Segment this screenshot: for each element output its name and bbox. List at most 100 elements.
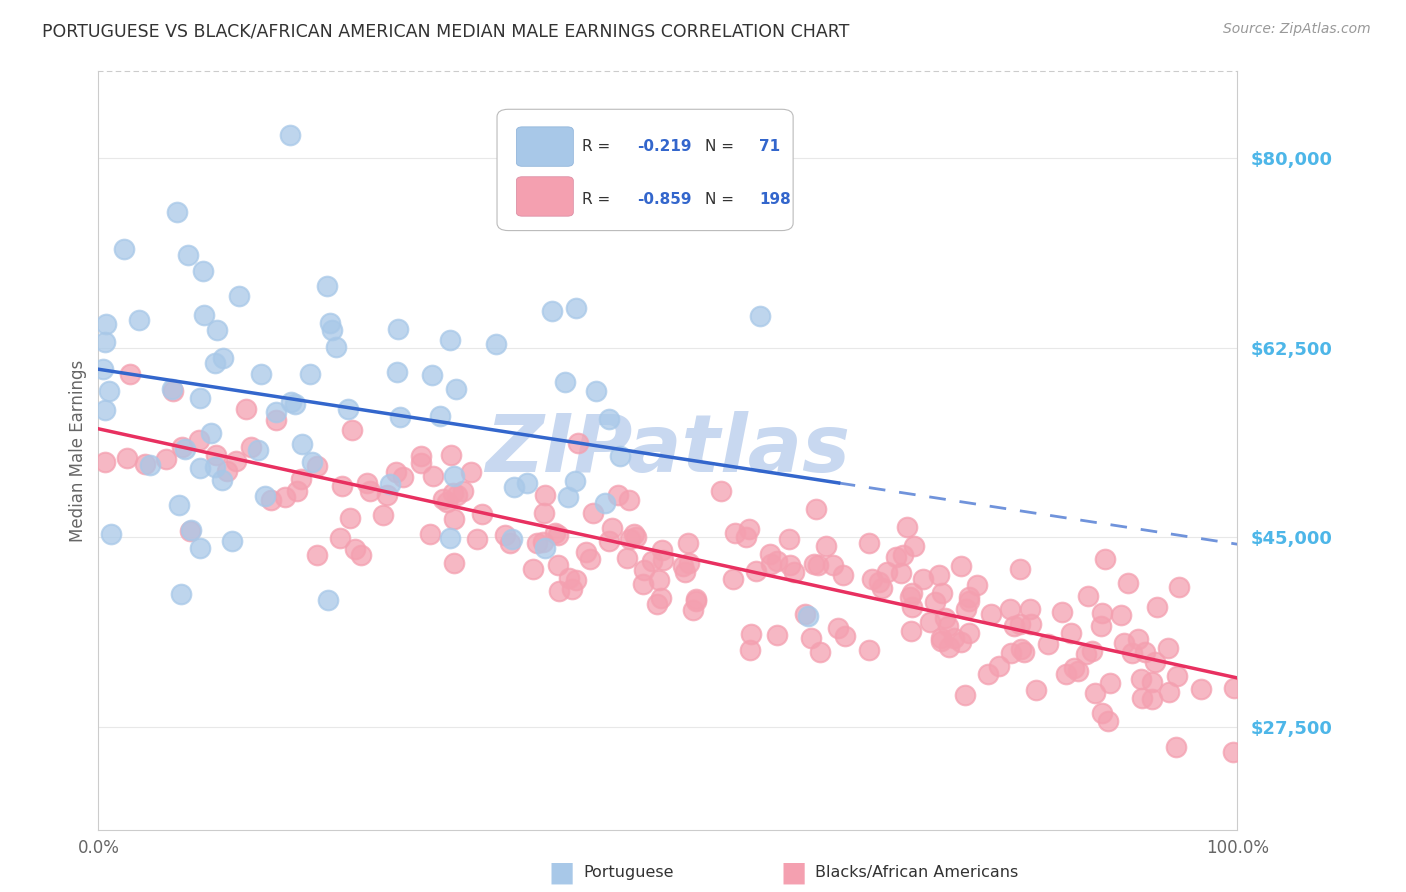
Point	[115, 451, 138, 466]
Point	[547, 528, 569, 542]
Point	[342, 423, 364, 437]
Point	[957, 626, 980, 640]
Point	[749, 310, 772, 324]
Point	[204, 356, 226, 370]
Point	[389, 409, 412, 424]
Point	[534, 541, 557, 555]
Point	[411, 450, 433, 464]
Point	[901, 585, 924, 599]
Point	[177, 248, 200, 262]
Point	[211, 351, 233, 365]
Point	[1094, 551, 1116, 566]
Point	[441, 485, 464, 500]
Point	[624, 530, 647, 544]
Point	[876, 565, 898, 579]
Point	[439, 449, 461, 463]
Point	[471, 507, 494, 521]
Point	[170, 587, 193, 601]
Point	[567, 436, 589, 450]
Point	[260, 492, 283, 507]
Point	[307, 548, 329, 562]
Point	[344, 541, 367, 556]
Point	[815, 539, 838, 553]
Point	[652, 553, 675, 567]
Point	[988, 659, 1011, 673]
Text: Portuguese: Portuguese	[583, 865, 673, 880]
FancyBboxPatch shape	[516, 127, 574, 166]
Point	[783, 566, 806, 580]
Point	[443, 556, 465, 570]
Point	[162, 384, 184, 398]
Text: N =: N =	[706, 139, 740, 154]
Point	[890, 566, 912, 580]
Point	[419, 527, 441, 541]
Point	[600, 521, 623, 535]
Text: 198: 198	[759, 192, 790, 207]
Point	[321, 323, 343, 337]
Point	[898, 590, 921, 604]
Point	[723, 572, 745, 586]
Point	[598, 534, 620, 549]
Point	[949, 635, 972, 649]
Point	[860, 572, 883, 586]
Point	[485, 337, 508, 351]
Point	[1077, 589, 1099, 603]
Point	[886, 549, 908, 564]
Point	[1135, 645, 1157, 659]
Point	[1000, 646, 1022, 660]
Point	[411, 456, 433, 470]
Point	[1067, 664, 1090, 678]
Point	[139, 458, 162, 472]
Point	[547, 558, 569, 572]
Point	[575, 545, 598, 559]
Point	[724, 525, 747, 540]
Point	[356, 475, 378, 490]
Point	[235, 401, 257, 416]
Point	[1142, 691, 1164, 706]
Point	[957, 594, 980, 608]
Point	[1021, 616, 1043, 631]
Point	[391, 470, 413, 484]
Point	[868, 575, 890, 590]
Point	[803, 558, 825, 572]
Y-axis label: Median Male Earnings: Median Male Earnings	[69, 359, 87, 541]
Point	[901, 599, 924, 614]
Point	[375, 488, 398, 502]
Point	[870, 582, 893, 596]
Point	[188, 461, 211, 475]
Text: ZIPatlas: ZIPatlas	[485, 411, 851, 490]
Point	[301, 455, 323, 469]
Point	[1114, 636, 1136, 650]
Point	[957, 591, 980, 605]
Point	[565, 573, 588, 587]
Point	[422, 468, 444, 483]
FancyBboxPatch shape	[498, 109, 793, 230]
Point	[745, 564, 768, 578]
Point	[1157, 685, 1180, 699]
Point	[929, 632, 952, 646]
Point	[934, 611, 956, 625]
Point	[1222, 745, 1244, 759]
Point	[359, 483, 381, 498]
Point	[619, 492, 641, 507]
Point	[193, 264, 215, 278]
Point	[443, 469, 465, 483]
Point	[533, 506, 555, 520]
Point	[225, 453, 247, 467]
Point	[1167, 580, 1189, 594]
Point	[1091, 706, 1114, 720]
Point	[160, 382, 183, 396]
Point	[541, 303, 564, 318]
Point	[170, 440, 193, 454]
Point	[1063, 661, 1085, 675]
Point	[609, 449, 631, 463]
Point	[903, 539, 925, 553]
Point	[1038, 637, 1060, 651]
Point	[543, 526, 565, 541]
Point	[1097, 714, 1119, 728]
Point	[385, 365, 408, 379]
Point	[631, 577, 654, 591]
Point	[779, 558, 801, 572]
Point	[645, 597, 668, 611]
Point	[307, 459, 329, 474]
